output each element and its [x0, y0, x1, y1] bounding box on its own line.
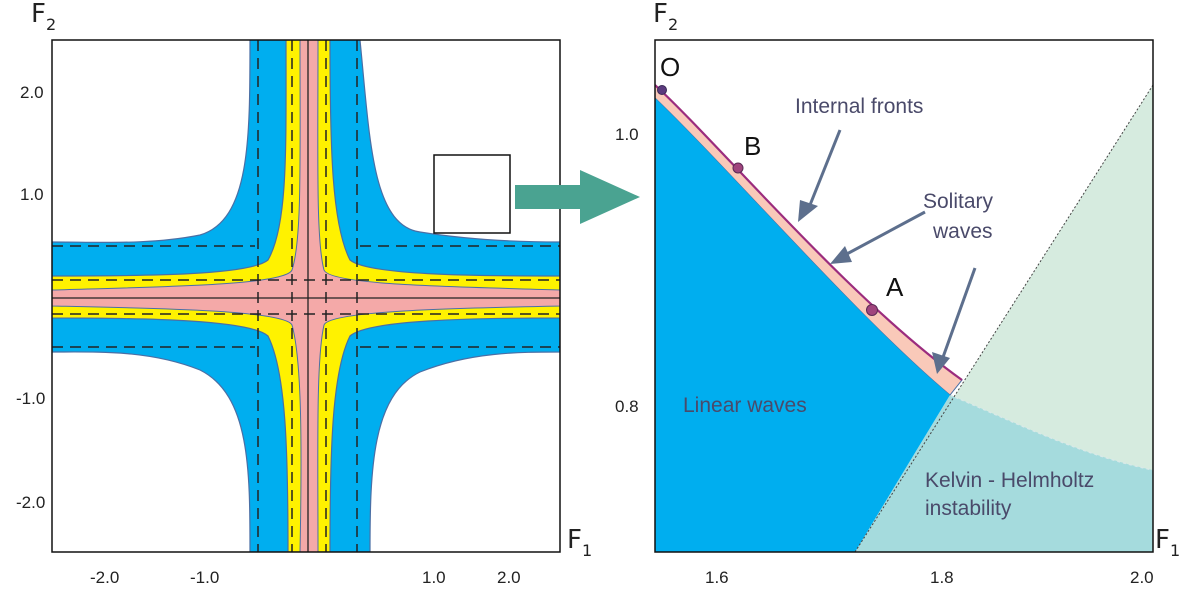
point-o-marker [657, 85, 667, 95]
internal-fronts-curve [655, 84, 963, 381]
right-x-axis-subscript: 1 [1170, 541, 1179, 560]
left-y-tick: -2.0 [16, 493, 45, 512]
left-panel: 2.0 1.0 -1.0 -2.0 -2.0 -1.0 1.0 2.0 F 2 … [16, 0, 592, 587]
left-y-tick: -1.0 [16, 389, 45, 408]
point-b-marker [732, 162, 744, 174]
left-y-axis-label: F [31, 0, 46, 29]
kh-boundary-curve [949, 394, 1153, 471]
pointer-arrows [798, 129, 977, 374]
point-b-label: B [744, 131, 761, 161]
right-x-tick: 1.6 [705, 568, 729, 587]
left-x-tick: 2.0 [497, 568, 521, 587]
right-frame [654, 39, 1154, 553]
right-panel: O B A Internal fronts Solitary waves Lin… [615, 0, 1179, 587]
point-a-marker [866, 304, 878, 316]
zoom-box [433, 154, 511, 234]
kh-region-lower [855, 395, 1153, 552]
linear-waves-label: Linear waves [683, 394, 807, 417]
dashed-guides-left [52, 40, 560, 552]
right-y-tick: 0.8 [615, 397, 639, 416]
left-x-tick: -2.0 [90, 568, 119, 587]
kh-label-line1: Kelvin - Helmholtz [925, 469, 1094, 492]
point-a-label: A [886, 272, 904, 302]
left-x-axis-label: F [567, 525, 582, 555]
right-y-axis-subscript: 2 [668, 15, 678, 34]
right-x-tick: 1.8 [930, 568, 954, 587]
kh-boundary-line [854, 84, 1153, 552]
point-o-label: O [660, 52, 680, 82]
right-x-axis-label: F [1155, 525, 1170, 555]
internal-fronts-region-left [52, 40, 560, 552]
kh-label-line2: instability [925, 497, 1012, 520]
zoom-arrow [515, 170, 640, 224]
left-x-tick: -1.0 [190, 568, 219, 587]
right-x-tick: 2.0 [1130, 568, 1154, 587]
internal-fronts-label: Internal fronts [795, 95, 923, 118]
left-x-axis-subscript: 1 [582, 541, 592, 560]
left-x-tick: 1.0 [422, 568, 446, 587]
left-frame [51, 39, 561, 553]
solitary-waves-label-line2: waves [932, 220, 993, 243]
right-y-tick: 1.0 [615, 125, 639, 144]
right-y-axis-label: F [653, 0, 668, 29]
left-y-axis-subscript: 2 [46, 15, 56, 34]
left-y-tick: 2.0 [20, 83, 44, 102]
linear-waves-region-right [655, 98, 950, 552]
solitary-waves-label-line1: Solitary [923, 190, 994, 213]
left-y-tick: 1.0 [20, 185, 44, 204]
